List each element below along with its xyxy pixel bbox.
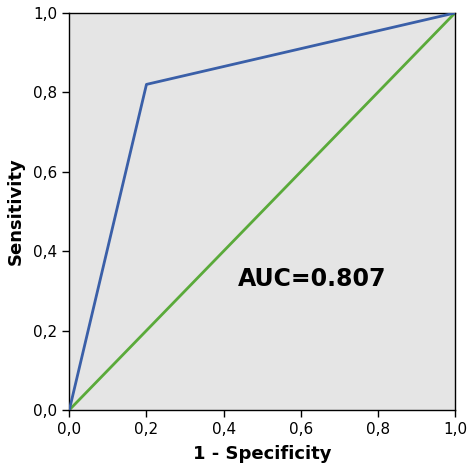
Y-axis label: Sensitivity: Sensitivity — [7, 157, 25, 265]
Text: AUC=0.807: AUC=0.807 — [238, 267, 387, 291]
X-axis label: 1 - Specificity: 1 - Specificity — [193, 445, 331, 463]
